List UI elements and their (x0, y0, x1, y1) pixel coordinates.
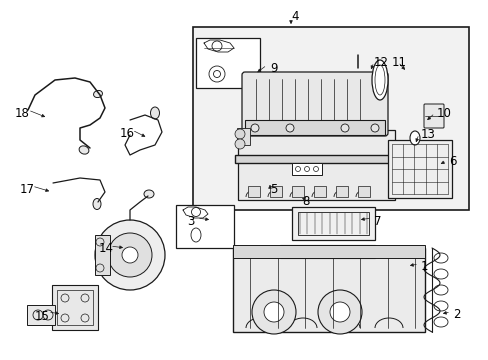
Bar (232, 245, 424, 258)
FancyBboxPatch shape (423, 104, 443, 128)
Text: 3: 3 (186, 215, 194, 228)
Bar (176, 205, 234, 248)
Circle shape (213, 71, 220, 77)
Bar (313, 186, 325, 197)
Bar (244, 120, 384, 135)
Text: 10: 10 (436, 107, 451, 120)
Ellipse shape (93, 90, 102, 98)
Circle shape (340, 124, 348, 132)
Bar (27, 305, 55, 325)
Text: 14: 14 (99, 242, 114, 255)
Text: 17: 17 (20, 183, 35, 196)
Text: 1: 1 (420, 260, 427, 273)
Bar (335, 186, 347, 197)
Text: 13: 13 (420, 128, 435, 141)
Circle shape (329, 302, 349, 322)
Circle shape (108, 233, 152, 277)
Text: 11: 11 (391, 56, 406, 69)
Text: 5: 5 (269, 183, 277, 196)
Circle shape (317, 290, 361, 334)
Bar (247, 186, 260, 197)
Circle shape (95, 220, 164, 290)
Ellipse shape (143, 190, 154, 198)
Bar (291, 207, 374, 240)
Text: 6: 6 (448, 155, 456, 168)
FancyBboxPatch shape (242, 72, 387, 136)
Ellipse shape (409, 131, 419, 145)
Text: 16: 16 (120, 127, 135, 140)
Bar (387, 140, 451, 198)
Text: 4: 4 (290, 10, 298, 23)
Bar (291, 186, 304, 197)
Text: 15: 15 (35, 310, 50, 323)
Circle shape (235, 139, 244, 149)
Bar (269, 186, 282, 197)
Bar (357, 186, 369, 197)
Bar (291, 163, 321, 175)
Circle shape (264, 302, 284, 322)
Text: 8: 8 (302, 195, 309, 208)
Bar (297, 212, 368, 235)
Ellipse shape (371, 60, 387, 100)
Circle shape (251, 290, 295, 334)
Circle shape (285, 124, 293, 132)
Bar (235, 155, 394, 163)
Circle shape (122, 247, 138, 263)
Text: 9: 9 (269, 62, 277, 75)
Bar (52, 285, 98, 330)
Bar (193, 27, 468, 210)
Bar (232, 248, 424, 332)
Bar (95, 235, 110, 275)
Ellipse shape (93, 198, 101, 210)
Text: 7: 7 (373, 215, 381, 228)
Ellipse shape (150, 107, 159, 119)
Bar (280, 245, 374, 258)
Ellipse shape (79, 146, 89, 154)
Bar (57, 290, 93, 325)
Bar (237, 128, 249, 145)
Bar (196, 38, 260, 88)
Circle shape (250, 124, 259, 132)
Text: 18: 18 (15, 107, 30, 120)
Circle shape (370, 124, 378, 132)
Circle shape (235, 129, 244, 139)
Ellipse shape (374, 65, 384, 95)
Text: 12: 12 (373, 56, 388, 69)
Bar (238, 130, 394, 200)
Text: 2: 2 (452, 308, 460, 321)
